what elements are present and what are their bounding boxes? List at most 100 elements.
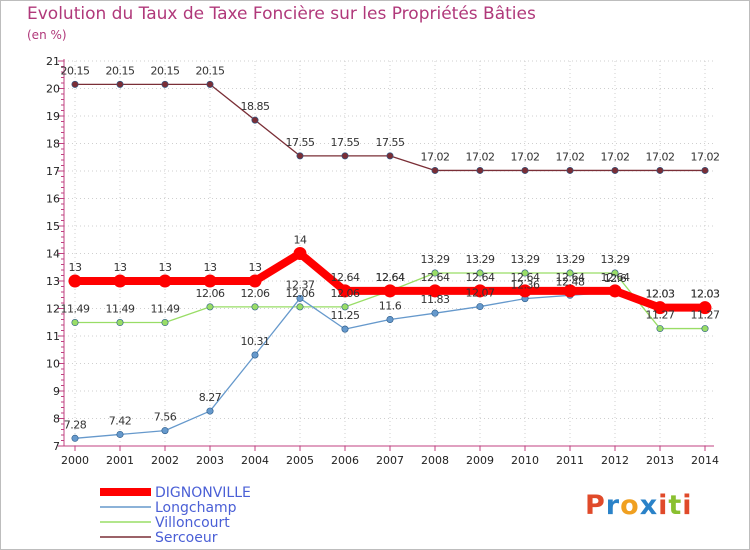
x-tick-label: 2012 xyxy=(601,454,629,467)
data-point xyxy=(206,407,214,415)
proxiti-logo: Proxiti xyxy=(585,490,693,521)
data-label: 13.29 xyxy=(421,253,450,266)
data-point xyxy=(611,166,619,174)
data-label: 13 xyxy=(114,261,127,274)
data-label: 13.29 xyxy=(511,253,540,266)
data-label: 11.49 xyxy=(61,303,90,316)
data-label: 12.06 xyxy=(331,287,360,300)
data-point xyxy=(293,247,307,260)
data-label: 17.02 xyxy=(421,150,450,163)
y-tick-label: 16 xyxy=(46,193,60,206)
data-label: 11.27 xyxy=(646,309,675,322)
data-label: 12.64 xyxy=(556,271,585,284)
data-point xyxy=(206,303,214,311)
data-label: 20.15 xyxy=(61,64,90,77)
data-point xyxy=(656,325,664,333)
chart-title: Evolution du Taux de Taxe Foncière sur l… xyxy=(27,4,536,24)
data-point xyxy=(611,269,619,277)
data-label: 12.64 xyxy=(376,271,405,284)
data-point xyxy=(386,152,394,160)
data-label: 7.42 xyxy=(109,414,132,427)
data-point xyxy=(158,274,172,288)
data-label: 12.36 xyxy=(511,279,540,292)
data-label: 12.64 xyxy=(466,271,495,284)
data-label: 17.02 xyxy=(691,150,720,163)
data-label: 11.49 xyxy=(151,303,180,316)
data-point xyxy=(341,325,349,333)
data-point xyxy=(71,434,79,442)
data-label: 7.28 xyxy=(64,418,87,431)
y-tick-label: 7 xyxy=(53,440,60,453)
data-point xyxy=(341,152,349,160)
data-label: 12.03 xyxy=(646,288,675,301)
y-tick-label: 15 xyxy=(46,220,60,233)
y-tick-label: 11 xyxy=(46,330,60,343)
data-label: 8.27 xyxy=(199,391,222,404)
data-point xyxy=(521,166,529,174)
x-tick-label: 2000 xyxy=(61,454,89,467)
logo-letter: o xyxy=(620,490,640,521)
x-tick-label: 2002 xyxy=(151,454,179,467)
legend-label: Sercoeur xyxy=(155,530,218,546)
data-point xyxy=(161,80,169,88)
logo-letter: r xyxy=(605,490,621,521)
logo-letter: t xyxy=(668,490,683,521)
data-point xyxy=(701,166,709,174)
data-label: 12.64 xyxy=(421,271,450,284)
data-label: 12.64 xyxy=(331,271,360,284)
data-point xyxy=(71,80,79,88)
x-tick-label: 2007 xyxy=(376,454,404,467)
y-tick-label: 10 xyxy=(46,358,60,371)
data-label: 7.56 xyxy=(154,411,177,424)
y-tick-label: 14 xyxy=(46,248,60,261)
data-label: 12.07 xyxy=(466,287,495,300)
data-point xyxy=(476,166,484,174)
data-label: 17.02 xyxy=(511,150,540,163)
x-tick-label: 2003 xyxy=(196,454,224,467)
data-label: 17.02 xyxy=(556,150,585,163)
chart-subtitle: (en %) xyxy=(27,28,67,42)
x-tick-label: 2013 xyxy=(646,454,674,467)
data-point xyxy=(518,284,532,298)
data-label: 17.02 xyxy=(466,150,495,163)
data-point xyxy=(473,284,487,298)
data-label: 18.85 xyxy=(241,100,270,113)
logo-letter: i xyxy=(658,490,669,521)
data-point xyxy=(566,166,574,174)
logo-letter: i xyxy=(682,490,693,521)
data-label: 10.31 xyxy=(241,335,270,348)
data-point xyxy=(431,269,439,277)
data-point xyxy=(341,303,349,311)
data-point xyxy=(113,274,127,288)
x-tick-label: 2008 xyxy=(421,454,449,467)
data-point xyxy=(161,319,169,327)
data-point xyxy=(701,325,709,333)
data-point xyxy=(698,301,712,315)
data-point xyxy=(653,301,667,315)
y-tick-label: 8 xyxy=(53,413,60,426)
data-point xyxy=(566,269,574,277)
data-point xyxy=(206,80,214,88)
data-point xyxy=(71,319,79,327)
data-label: 12.64 xyxy=(511,271,540,284)
data-label: 13.29 xyxy=(466,253,495,266)
data-label: 13.29 xyxy=(601,253,630,266)
x-tick-label: 2009 xyxy=(466,454,494,467)
data-label: 14 xyxy=(294,234,307,247)
data-point xyxy=(476,303,484,311)
data-label: 13 xyxy=(249,261,262,274)
y-tick-label: 17 xyxy=(46,165,60,178)
data-label: 12.64 xyxy=(376,271,405,284)
data-label: 11.49 xyxy=(106,303,135,316)
logo-letter: x xyxy=(639,490,659,521)
data-label: 12.06 xyxy=(286,287,315,300)
data-point xyxy=(251,303,259,311)
data-point xyxy=(296,152,304,160)
data-label: 17.02 xyxy=(646,150,675,163)
data-point xyxy=(116,80,124,88)
legend-label: Longchamp xyxy=(155,500,237,516)
x-tick-label: 2006 xyxy=(331,454,359,467)
data-point xyxy=(251,116,259,124)
